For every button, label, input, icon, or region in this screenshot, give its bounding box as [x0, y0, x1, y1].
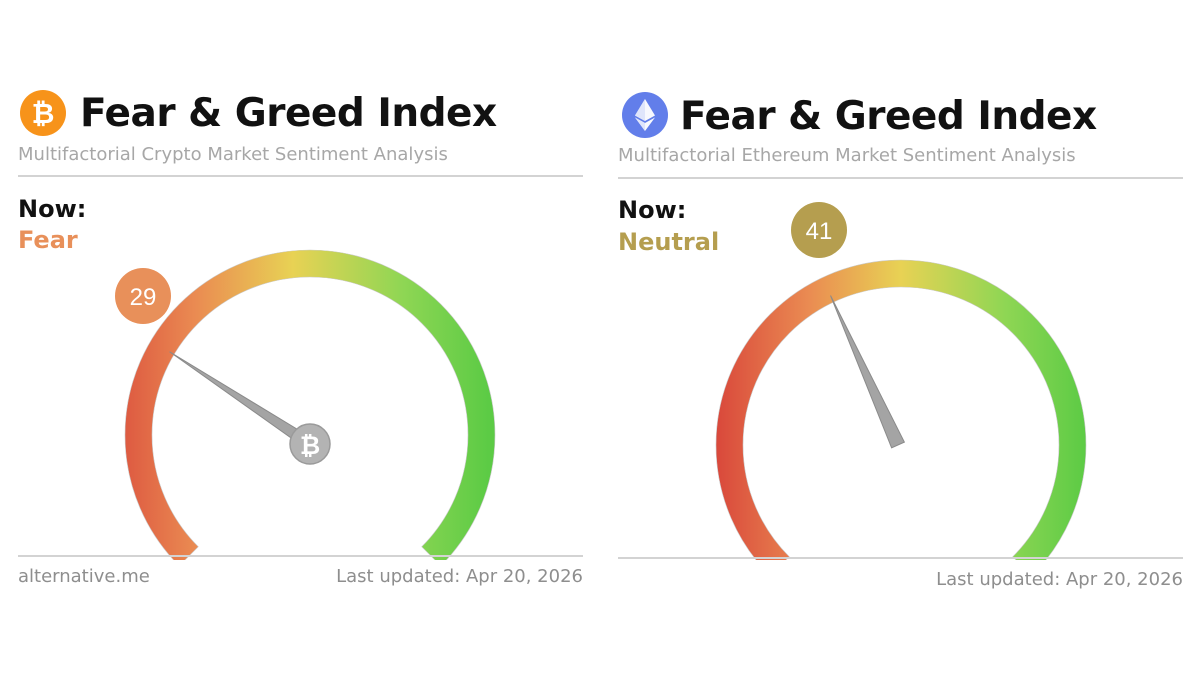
subtitle: Multifactorial Crypto Market Sentiment A…	[18, 144, 448, 165]
page-title: Fear & Greed Index	[680, 94, 1097, 139]
classification-label: Fear	[18, 226, 78, 254]
btc-gauge: ₿ 29	[115, 249, 496, 560]
svg-text:₿: ₿	[32, 98, 55, 129]
value-badge	[115, 268, 171, 324]
footer-divider	[18, 555, 583, 557]
bitcoin-icon: ₿	[20, 90, 66, 136]
needle-hub-bitcoin-icon: ₿	[289, 423, 331, 465]
now-label: Now:	[618, 196, 687, 224]
last-updated: Last updated: Apr 20, 2026	[336, 566, 583, 587]
gauge-needle	[830, 295, 906, 449]
svg-text:₿: ₿	[300, 432, 320, 460]
last-updated: Last updated: Apr 20, 2026	[936, 569, 1183, 590]
gauge-arc	[715, 259, 1087, 560]
header-divider	[18, 175, 583, 177]
btc-fear-greed-card: ₿ Fear & Greed Index Multifactorial Cryp…	[18, 0, 583, 675]
footer-divider	[618, 557, 1183, 559]
value-badge-text: 29	[130, 284, 157, 311]
value-badge-text: 41	[806, 218, 833, 245]
eth-gauge: 41	[715, 202, 1087, 560]
now-label: Now:	[18, 195, 87, 223]
classification-label: Neutral	[618, 228, 720, 256]
gauge-arc	[124, 249, 496, 560]
eth-fear-greed-card: Fear & Greed Index Multifactorial Ethere…	[618, 0, 1183, 675]
source-label: alternative.me	[18, 566, 150, 587]
header-divider	[618, 177, 1183, 179]
subtitle: Multifactorial Ethereum Market Sentiment…	[618, 145, 1076, 166]
page-title: Fear & Greed Index	[80, 91, 497, 136]
ethereum-icon	[622, 92, 668, 138]
value-badge	[791, 202, 847, 258]
